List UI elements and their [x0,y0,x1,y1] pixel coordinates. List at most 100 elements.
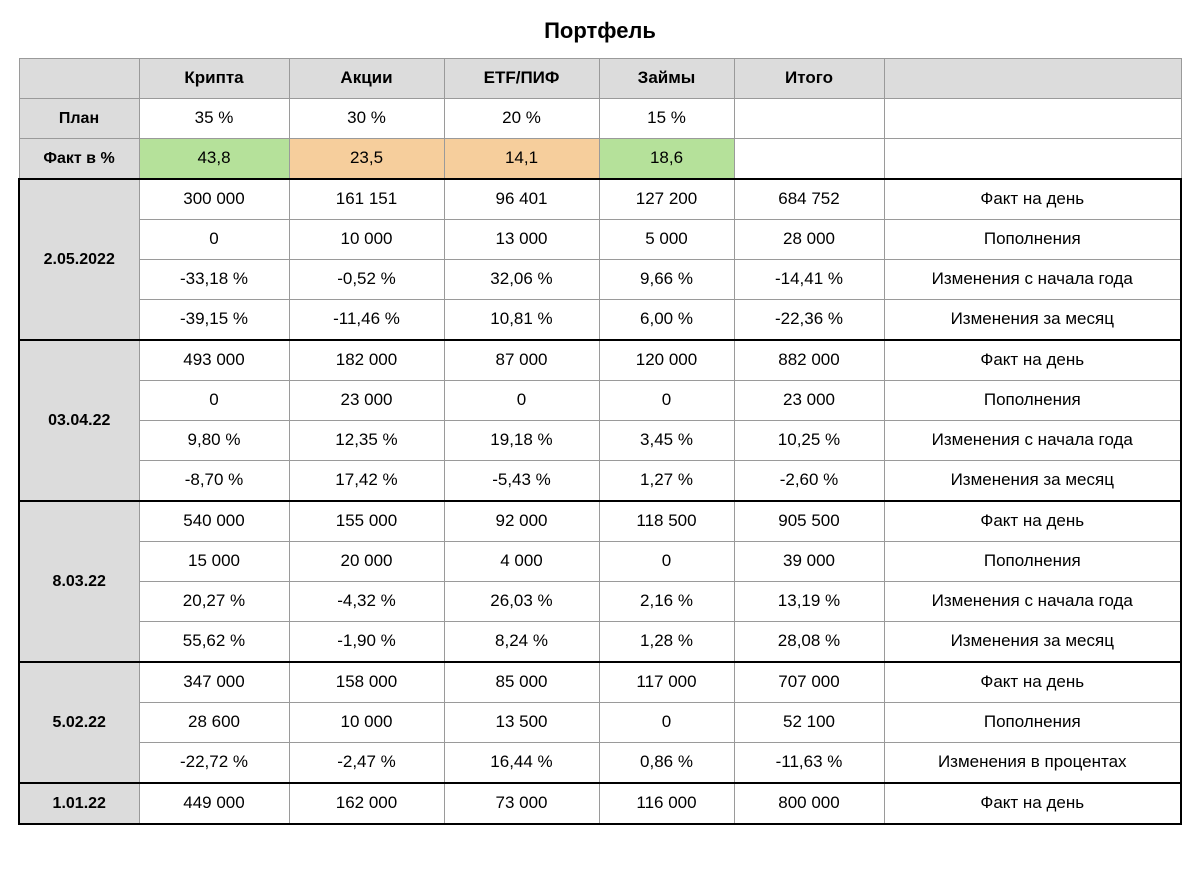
column-header: Займы [599,59,734,99]
data-cell: 92 000 [444,501,599,542]
data-cell: 1,27 % [599,461,734,502]
data-cell: 1,28 % [599,622,734,663]
data-cell: 10 000 [289,703,444,743]
data-cell: 20,27 % [139,582,289,622]
data-cell: 155 000 [289,501,444,542]
data-cell: 3,45 % [599,421,734,461]
data-cell: 0 [599,703,734,743]
data-cell: 73 000 [444,783,599,824]
data-cell: 10,25 % [734,421,884,461]
data-cell: 120 000 [599,340,734,381]
row-description: Факт на день [884,501,1181,542]
data-cell: 0 [599,381,734,421]
data-cell: 32,06 % [444,260,599,300]
column-header: Крипта [139,59,289,99]
row-description: Изменения в процентах [884,743,1181,784]
data-cell: 493 000 [139,340,289,381]
data-cell: -22,72 % [139,743,289,784]
row-label-fact-pct: Факт в % [19,139,139,180]
data-cell: 55,62 % [139,622,289,663]
data-cell: 118 500 [599,501,734,542]
data-cell: 9,80 % [139,421,289,461]
row-description: Факт на день [884,662,1181,703]
data-cell: 15 000 [139,542,289,582]
data-cell: 85 000 [444,662,599,703]
plan-cell [734,99,884,139]
page-title: Портфель [18,18,1182,44]
column-header: Итого [734,59,884,99]
data-cell: 26,03 % [444,582,599,622]
data-cell: 300 000 [139,179,289,220]
fact-pct-cell: 18,6 [599,139,734,180]
data-cell: -0,52 % [289,260,444,300]
data-cell: -2,47 % [289,743,444,784]
data-cell: -11,46 % [289,300,444,341]
data-cell: 13,19 % [734,582,884,622]
row-description: Изменения за месяц [884,300,1181,341]
date-label: 2.05.2022 [19,179,139,340]
date-label: 1.01.22 [19,783,139,824]
row-description: Пополнения [884,703,1181,743]
data-cell: 2,16 % [599,582,734,622]
data-cell: 4 000 [444,542,599,582]
header-blank [884,59,1181,99]
row-label-plan: План [19,99,139,139]
data-cell: 116 000 [599,783,734,824]
data-cell: 158 000 [289,662,444,703]
data-cell: -11,63 % [734,743,884,784]
plan-cell [884,99,1181,139]
date-label: 8.03.22 [19,501,139,662]
data-cell: 87 000 [444,340,599,381]
row-description: Изменения с начала года [884,421,1181,461]
row-description: Пополнения [884,542,1181,582]
column-header: ETF/ПИФ [444,59,599,99]
data-cell: -2,60 % [734,461,884,502]
data-cell: 16,44 % [444,743,599,784]
row-description: Факт на день [884,179,1181,220]
date-label: 5.02.22 [19,662,139,783]
data-cell: 19,18 % [444,421,599,461]
row-description: Изменения с начала года [884,260,1181,300]
data-cell: 39 000 [734,542,884,582]
data-cell: 10 000 [289,220,444,260]
row-description: Изменения за месяц [884,461,1181,502]
data-cell: 0 [444,381,599,421]
data-cell: 12,35 % [289,421,444,461]
data-cell: -5,43 % [444,461,599,502]
data-cell: 0 [139,381,289,421]
data-cell: -8,70 % [139,461,289,502]
data-cell: 161 151 [289,179,444,220]
plan-cell: 15 % [599,99,734,139]
data-cell: 347 000 [139,662,289,703]
data-cell: -33,18 % [139,260,289,300]
header-blank [19,59,139,99]
row-description: Пополнения [884,220,1181,260]
column-header: Акции [289,59,444,99]
data-cell: 23 000 [734,381,884,421]
data-cell: 0 [599,542,734,582]
data-cell: -1,90 % [289,622,444,663]
data-cell: 6,00 % [599,300,734,341]
data-cell: 684 752 [734,179,884,220]
data-cell: 127 200 [599,179,734,220]
data-cell: -14,41 % [734,260,884,300]
portfolio-table: КриптаАкцииETF/ПИФЗаймыИтогоПлан35 %30 %… [18,58,1182,825]
data-cell: 540 000 [139,501,289,542]
plan-cell: 20 % [444,99,599,139]
data-cell: 13 500 [444,703,599,743]
row-description: Факт на день [884,340,1181,381]
data-cell: 905 500 [734,501,884,542]
data-cell: 0,86 % [599,743,734,784]
data-cell: 23 000 [289,381,444,421]
data-cell: 28 600 [139,703,289,743]
data-cell: 20 000 [289,542,444,582]
data-cell: 882 000 [734,340,884,381]
date-label: 03.04.22 [19,340,139,501]
row-description: Изменения за месяц [884,622,1181,663]
data-cell: 162 000 [289,783,444,824]
data-cell: -22,36 % [734,300,884,341]
data-cell: 0 [139,220,289,260]
data-cell: 96 401 [444,179,599,220]
fact-pct-cell: 14,1 [444,139,599,180]
row-description: Факт на день [884,783,1181,824]
